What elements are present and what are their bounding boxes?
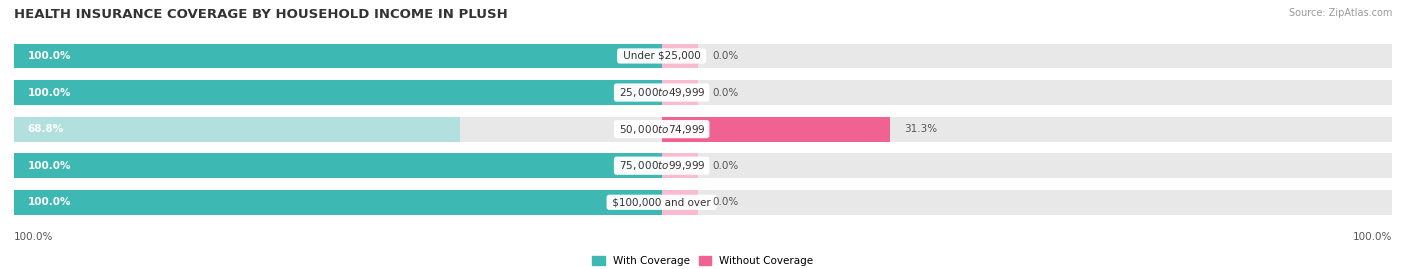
Text: 100.0%: 100.0%: [28, 197, 72, 207]
Bar: [662, 44, 699, 68]
Text: 68.8%: 68.8%: [28, 124, 65, 134]
Bar: [14, 80, 662, 105]
Bar: [14, 153, 662, 178]
Bar: [662, 190, 1392, 215]
Bar: [14, 190, 662, 215]
Bar: [14, 117, 662, 141]
Bar: [14, 44, 662, 68]
Text: Under $25,000: Under $25,000: [620, 51, 703, 61]
Text: $50,000 to $74,999: $50,000 to $74,999: [616, 123, 707, 136]
Bar: [14, 190, 662, 215]
Text: 0.0%: 0.0%: [711, 87, 738, 98]
Text: Source: ZipAtlas.com: Source: ZipAtlas.com: [1288, 8, 1392, 18]
Text: $25,000 to $49,999: $25,000 to $49,999: [616, 86, 707, 99]
Text: $75,000 to $99,999: $75,000 to $99,999: [616, 159, 707, 172]
Bar: [662, 44, 1392, 68]
Bar: [662, 153, 699, 178]
Text: 0.0%: 0.0%: [711, 197, 738, 207]
Text: 0.0%: 0.0%: [711, 161, 738, 171]
Bar: [14, 80, 662, 105]
Text: $100,000 and over: $100,000 and over: [609, 197, 714, 207]
Bar: [662, 117, 890, 141]
Text: 100.0%: 100.0%: [1353, 232, 1392, 242]
Text: 0.0%: 0.0%: [711, 51, 738, 61]
Bar: [14, 44, 662, 68]
Legend: With Coverage, Without Coverage: With Coverage, Without Coverage: [588, 252, 818, 269]
Text: 100.0%: 100.0%: [28, 161, 72, 171]
Bar: [662, 153, 1392, 178]
Bar: [14, 117, 460, 141]
Text: 100.0%: 100.0%: [14, 232, 53, 242]
Text: HEALTH INSURANCE COVERAGE BY HOUSEHOLD INCOME IN PLUSH: HEALTH INSURANCE COVERAGE BY HOUSEHOLD I…: [14, 8, 508, 21]
Text: 31.3%: 31.3%: [904, 124, 938, 134]
Bar: [662, 117, 1392, 141]
Bar: [662, 190, 699, 215]
Bar: [662, 80, 699, 105]
Bar: [662, 80, 1392, 105]
Text: 100.0%: 100.0%: [28, 51, 72, 61]
Text: 100.0%: 100.0%: [28, 87, 72, 98]
Bar: [14, 153, 662, 178]
